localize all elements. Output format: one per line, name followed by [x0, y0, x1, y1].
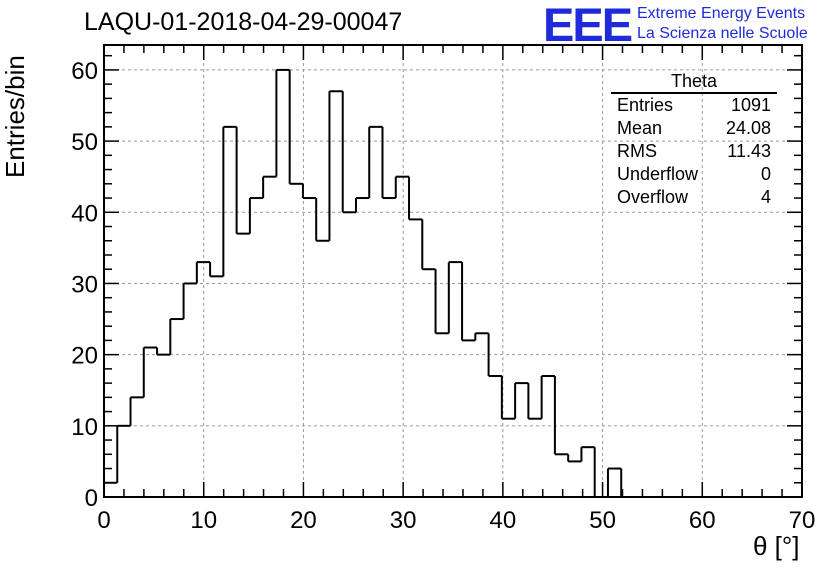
stats-value: 0 — [760, 164, 771, 184]
stats-row-underflow: Underflow 0 — [611, 163, 777, 186]
y-tick-label: 10 — [71, 414, 98, 441]
x-axis-label: θ [°] — [753, 531, 800, 561]
histogram-series — [103, 68, 635, 498]
y-axis-label: Entries/bin — [0, 55, 30, 178]
y-tick-label: 50 — [71, 129, 98, 156]
stats-box: Theta Entries 1091 Mean 24.08 RMS 11.43 … — [611, 70, 777, 209]
stats-value: 1091 — [730, 95, 771, 115]
eee-logo: EEE — [543, 0, 633, 51]
y-tick-label: 20 — [71, 343, 98, 370]
chart-title: LAQU-01-2018-04-29-00047 — [84, 8, 403, 36]
stats-row-overflow: Overflow 4 — [611, 186, 777, 209]
x-tick-label: 40 — [490, 507, 517, 534]
y-tick-label: 60 — [71, 58, 98, 85]
stats-label: Entries — [617, 95, 674, 115]
grid-lines — [104, 45, 802, 497]
plot-frame — [103, 44, 803, 498]
stats-label: Overflow — [617, 187, 689, 207]
stats-value: 4 — [760, 187, 771, 207]
x-tick-label: 0 — [97, 507, 110, 534]
stats-label: Underflow — [617, 164, 699, 184]
y-tick-label: 40 — [71, 200, 98, 227]
x-tick-label: 20 — [290, 507, 317, 534]
x-tick-label: 10 — [190, 507, 217, 534]
stats-row-rms: RMS 11.43 — [611, 140, 777, 163]
stats-row-entries: Entries 1091 — [611, 94, 777, 117]
stats-title: Theta — [611, 70, 777, 94]
x-tick-label: 50 — [589, 507, 616, 534]
x-tick-label: 70 — [789, 507, 816, 534]
stats-row-mean: Mean 24.08 — [611, 117, 777, 140]
y-tick-label: 0 — [85, 485, 98, 512]
stats-value: 11.43 — [727, 141, 771, 161]
x-tick-label: 60 — [689, 507, 716, 534]
stats-label: RMS — [617, 141, 657, 161]
logo-subtitle-2: La Scienza nelle Scuole — [637, 25, 808, 42]
x-tick-label: 30 — [390, 507, 417, 534]
stats-label: Mean — [617, 118, 663, 138]
axis-ticks — [103, 45, 803, 498]
logo-subtitle-1: Extreme Energy Events — [637, 5, 806, 22]
y-tick-label: 30 — [71, 271, 98, 298]
stats-value: 24.08 — [725, 118, 771, 138]
